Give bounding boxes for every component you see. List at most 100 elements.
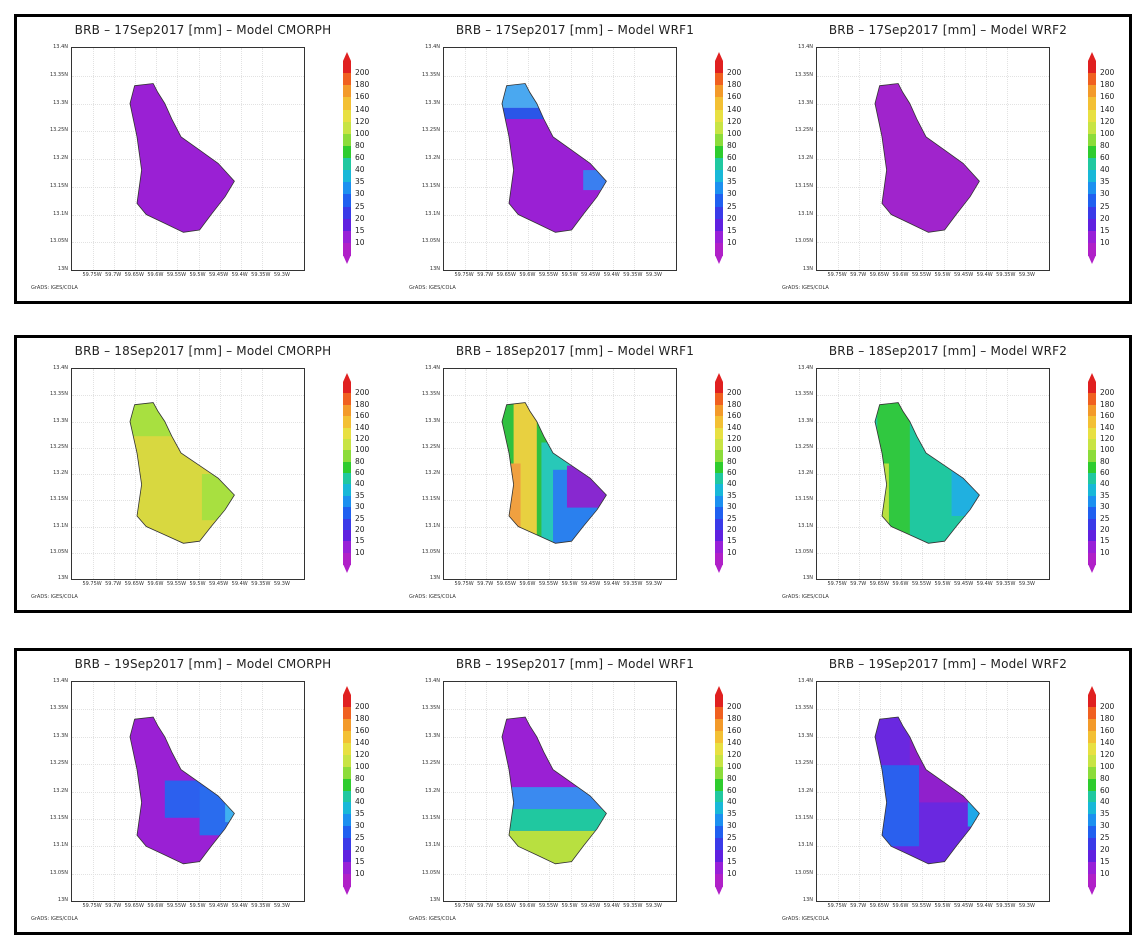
y-tick-label: 13.15N — [49, 814, 68, 821]
rainfall-band — [201, 474, 235, 521]
colorbar-segment — [715, 461, 723, 474]
x-tick-label: 59.55W — [911, 903, 932, 909]
x-tick-label: 59.65W — [124, 272, 144, 278]
colorbar-segment — [1088, 145, 1096, 159]
rainfall-field — [129, 83, 235, 233]
gridline — [817, 552, 1049, 554]
colorbar-segment — [1088, 416, 1096, 428]
colorbar-max-arrow — [715, 52, 723, 61]
colorbar-segment — [715, 133, 723, 147]
colorbar-level-label: 60 — [1100, 785, 1110, 795]
colorbar-level-label: 180 — [355, 399, 370, 409]
colorbar-segment — [343, 133, 351, 147]
colorbar: 200 180 160 140 120 100 80 60 40 35 30 25 20 15 10 — [1088, 52, 1114, 264]
y-tick-label: 13.1N — [53, 522, 68, 529]
x-tick-label: 59.75W — [454, 581, 474, 587]
gridline — [444, 131, 676, 133]
colorbar-segment — [1088, 495, 1096, 508]
colorbar-segment — [1088, 838, 1096, 851]
x-tick-label: 59.65W — [496, 581, 516, 587]
colorbar-level-label: 80 — [1100, 456, 1110, 466]
colorbar-segment — [1088, 529, 1096, 542]
panel-title: BRB – 18Sep2017 [mm] – Model WRF2 — [828, 344, 1068, 358]
x-tick-label: 59.7W — [105, 903, 122, 909]
colorbar-segment — [1088, 541, 1096, 554]
colorbar-segment — [1088, 754, 1096, 768]
grads-credit: GrADS: IGES/COLA — [31, 285, 78, 291]
colorbar-segment — [343, 742, 351, 756]
colorbar-level-label: 10 — [1100, 869, 1110, 879]
y-tick-label: 13.3N — [425, 732, 440, 739]
colorbar-level-label: 100 — [727, 128, 742, 138]
colorbar-level-label: 20 — [1100, 524, 1110, 534]
colorbar-level-label: 60 — [355, 785, 365, 795]
x-tick-label: 59.7W — [850, 272, 867, 278]
x-tick-label: 59.5W — [189, 581, 206, 587]
map-plot-area — [443, 47, 677, 271]
colorbar-level-label: 25 — [355, 513, 365, 523]
panel-title: BRB – 19Sep2017 [mm] – Model WRF2 — [828, 657, 1068, 671]
coastline — [874, 402, 980, 544]
x-tick-label: 59.6W — [147, 581, 164, 587]
gridline — [817, 103, 1049, 105]
colorbar-level-label: 15 — [355, 225, 365, 235]
colorbar-segment — [715, 158, 723, 171]
colorbar-segment — [715, 862, 723, 875]
gridline — [817, 75, 1049, 77]
colorbar-level-label: 80 — [727, 140, 737, 150]
y-tick-label: 13.05N — [794, 238, 813, 245]
gridline — [72, 736, 304, 738]
colorbar-level-label: 100 — [1100, 761, 1115, 771]
y-tick-label: 13.2N — [425, 470, 440, 476]
colorbar-segment — [715, 518, 723, 531]
x-tick-label: 59.6W — [519, 903, 536, 909]
rainfall-band — [502, 83, 607, 233]
colorbar-level-label: 40 — [727, 797, 737, 807]
colorbar-level-label: 120 — [727, 116, 742, 126]
colorbar-min-arrow — [343, 255, 351, 264]
colorbar-min-arrow — [715, 564, 723, 573]
row-19sep: BRB – 19Sep2017 [mm] – Model CMORPH 13.4N… — [14, 648, 1132, 935]
gridline — [444, 242, 676, 244]
x-tick-label: 59.5W — [934, 903, 951, 909]
colorbar-segment — [343, 484, 351, 497]
colorbar-level-label: 15 — [1100, 857, 1110, 867]
colorbar-segment — [343, 182, 351, 195]
colorbar-segment — [1088, 778, 1096, 791]
colorbar-level-label: 100 — [355, 445, 370, 455]
colorbar-segment — [1088, 182, 1096, 195]
gridline — [444, 552, 676, 554]
colorbar-segment — [1088, 61, 1096, 74]
colorbar-segment — [343, 73, 351, 86]
x-tick-label: 59.3W — [1018, 903, 1035, 909]
gridline — [444, 764, 676, 766]
map-plot-area — [71, 681, 305, 902]
colorbar-segment — [1088, 158, 1096, 171]
colorbar-level-label: 60 — [1100, 468, 1110, 477]
colorbar-segment — [715, 404, 723, 417]
colorbar-segment — [715, 85, 723, 98]
colorbar-level-label: 160 — [1100, 92, 1115, 102]
colorbar-level-label: 40 — [355, 797, 365, 807]
y-tick-label: 13.15N — [421, 496, 440, 503]
gridline — [817, 873, 1049, 875]
x-tick-label: 59.6W — [147, 903, 164, 909]
colorbar-min-arrow — [715, 255, 723, 264]
colorbar-level-label: 160 — [727, 411, 742, 421]
colorbar-level-label: 60 — [355, 153, 365, 162]
colorbar-level-label: 20 — [355, 845, 365, 855]
colorbar-segment — [715, 382, 723, 394]
y-tick-label: 13.35N — [794, 391, 813, 398]
colorbar-segment — [343, 695, 351, 708]
colorbar-level-label: 80 — [727, 456, 737, 466]
colorbar-segment — [715, 706, 723, 720]
map-plot-area — [443, 681, 677, 902]
x-tick-label: 59.75W — [827, 581, 847, 587]
colorbar-level-label: 160 — [355, 725, 370, 735]
colorbar-level-label: 35 — [1100, 809, 1110, 819]
x-tick-label: 59.75W — [454, 903, 474, 909]
colorbar-level-label: 10 — [727, 547, 737, 557]
colorbar-level-label: 200 — [727, 701, 742, 711]
map-plot-area — [816, 681, 1050, 902]
colorbar-level-label: 120 — [727, 749, 742, 759]
